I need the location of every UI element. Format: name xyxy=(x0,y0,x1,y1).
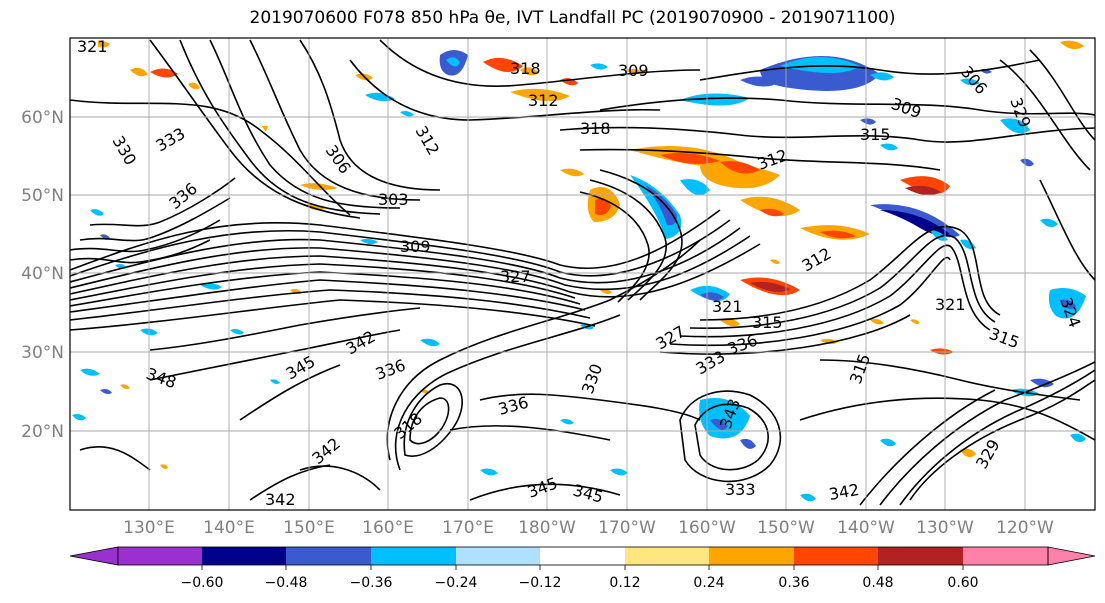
colorbar-tick-label: −0.24 xyxy=(435,575,478,591)
contour-label: 321 xyxy=(77,37,108,56)
colorbar-tick-label: −0.60 xyxy=(181,575,224,591)
colorbar-tick-label: 0.24 xyxy=(693,575,724,591)
colorbar-bin xyxy=(286,547,371,565)
map-background xyxy=(70,38,1095,510)
graticule xyxy=(70,38,1095,510)
contour-label: 303 xyxy=(378,190,409,209)
lon-label: 180°W xyxy=(518,518,576,538)
colorbar-tick-label: 0.12 xyxy=(609,575,640,591)
colorbar-bin xyxy=(202,547,286,565)
lon-label: 140°E xyxy=(203,518,255,538)
lon-label: 130°W xyxy=(916,518,974,538)
contour-label: 333 xyxy=(725,480,756,499)
lon-label: 170°E xyxy=(442,518,494,538)
colorbar-bin xyxy=(963,547,1048,565)
lat-label: 60°N xyxy=(21,108,64,128)
contour-label: 312 xyxy=(528,91,559,110)
contour-label: 318 xyxy=(580,119,611,138)
colorbar-bin xyxy=(118,547,202,565)
lat-label: 20°N xyxy=(21,422,64,442)
lon-label: 170°W xyxy=(598,518,656,538)
contour-label: 342 xyxy=(265,490,296,509)
contour-label: 321 xyxy=(935,295,966,314)
contour-label: 327 xyxy=(500,267,531,286)
latitude-labels: 20°N 30°N 40°N 50°N 60°N xyxy=(21,108,64,442)
colorbar-extend-min xyxy=(69,546,119,566)
contour-label: 321 xyxy=(712,297,743,316)
longitude-labels: 130°E 140°E 150°E 160°E 170°E 180°W 170°… xyxy=(123,518,1054,538)
colorbar-bin xyxy=(709,547,794,565)
contour-label: 309 xyxy=(618,61,649,80)
colorbar-bin xyxy=(540,547,625,565)
colorbar: −0.60 −0.48 −0.36 −0.24 −0.12 0.12 0.24 … xyxy=(69,546,1096,591)
lon-label: 120°W xyxy=(996,518,1054,538)
theta-e-contours xyxy=(70,39,1095,506)
colorbar-bin xyxy=(456,547,540,565)
colorbar-tick-label: 0.36 xyxy=(778,575,809,591)
lat-label: 50°N xyxy=(21,186,64,206)
lon-label: 150°E xyxy=(283,518,335,538)
colorbar-extend-max xyxy=(1047,546,1096,566)
contour-label: 315 xyxy=(860,125,891,144)
lon-label: 160°W xyxy=(678,518,736,538)
colorbar-tick-label: 0.60 xyxy=(947,575,978,591)
colorbar-bin xyxy=(878,547,963,565)
lat-label: 30°N xyxy=(21,343,64,363)
lon-label: 150°W xyxy=(757,518,815,538)
lon-label: 130°E xyxy=(123,518,175,538)
lon-label: 140°W xyxy=(837,518,895,538)
colorbar-bin xyxy=(794,547,878,565)
colorbar-bin xyxy=(371,547,456,565)
plot-title: 2019070600 F078 850 hPa θe, IVT Landfall… xyxy=(249,8,896,28)
colorbar-tick-label: 0.48 xyxy=(862,575,893,591)
ivt-pc-shading xyxy=(72,40,1086,502)
lat-label: 40°N xyxy=(21,264,64,284)
contour-label: 309 xyxy=(400,237,431,256)
colorbar-tick-label: −0.36 xyxy=(350,575,393,591)
contour-label: 315 xyxy=(752,313,783,332)
colorbar-tick-label: −0.12 xyxy=(519,575,562,591)
lon-label: 160°E xyxy=(362,518,414,538)
contour-label: 318 xyxy=(510,59,541,78)
colorbar-bin xyxy=(625,547,709,565)
colorbar-frame xyxy=(117,546,1049,566)
map-frame xyxy=(69,37,1096,511)
colorbar-tick-label: −0.48 xyxy=(265,575,308,591)
